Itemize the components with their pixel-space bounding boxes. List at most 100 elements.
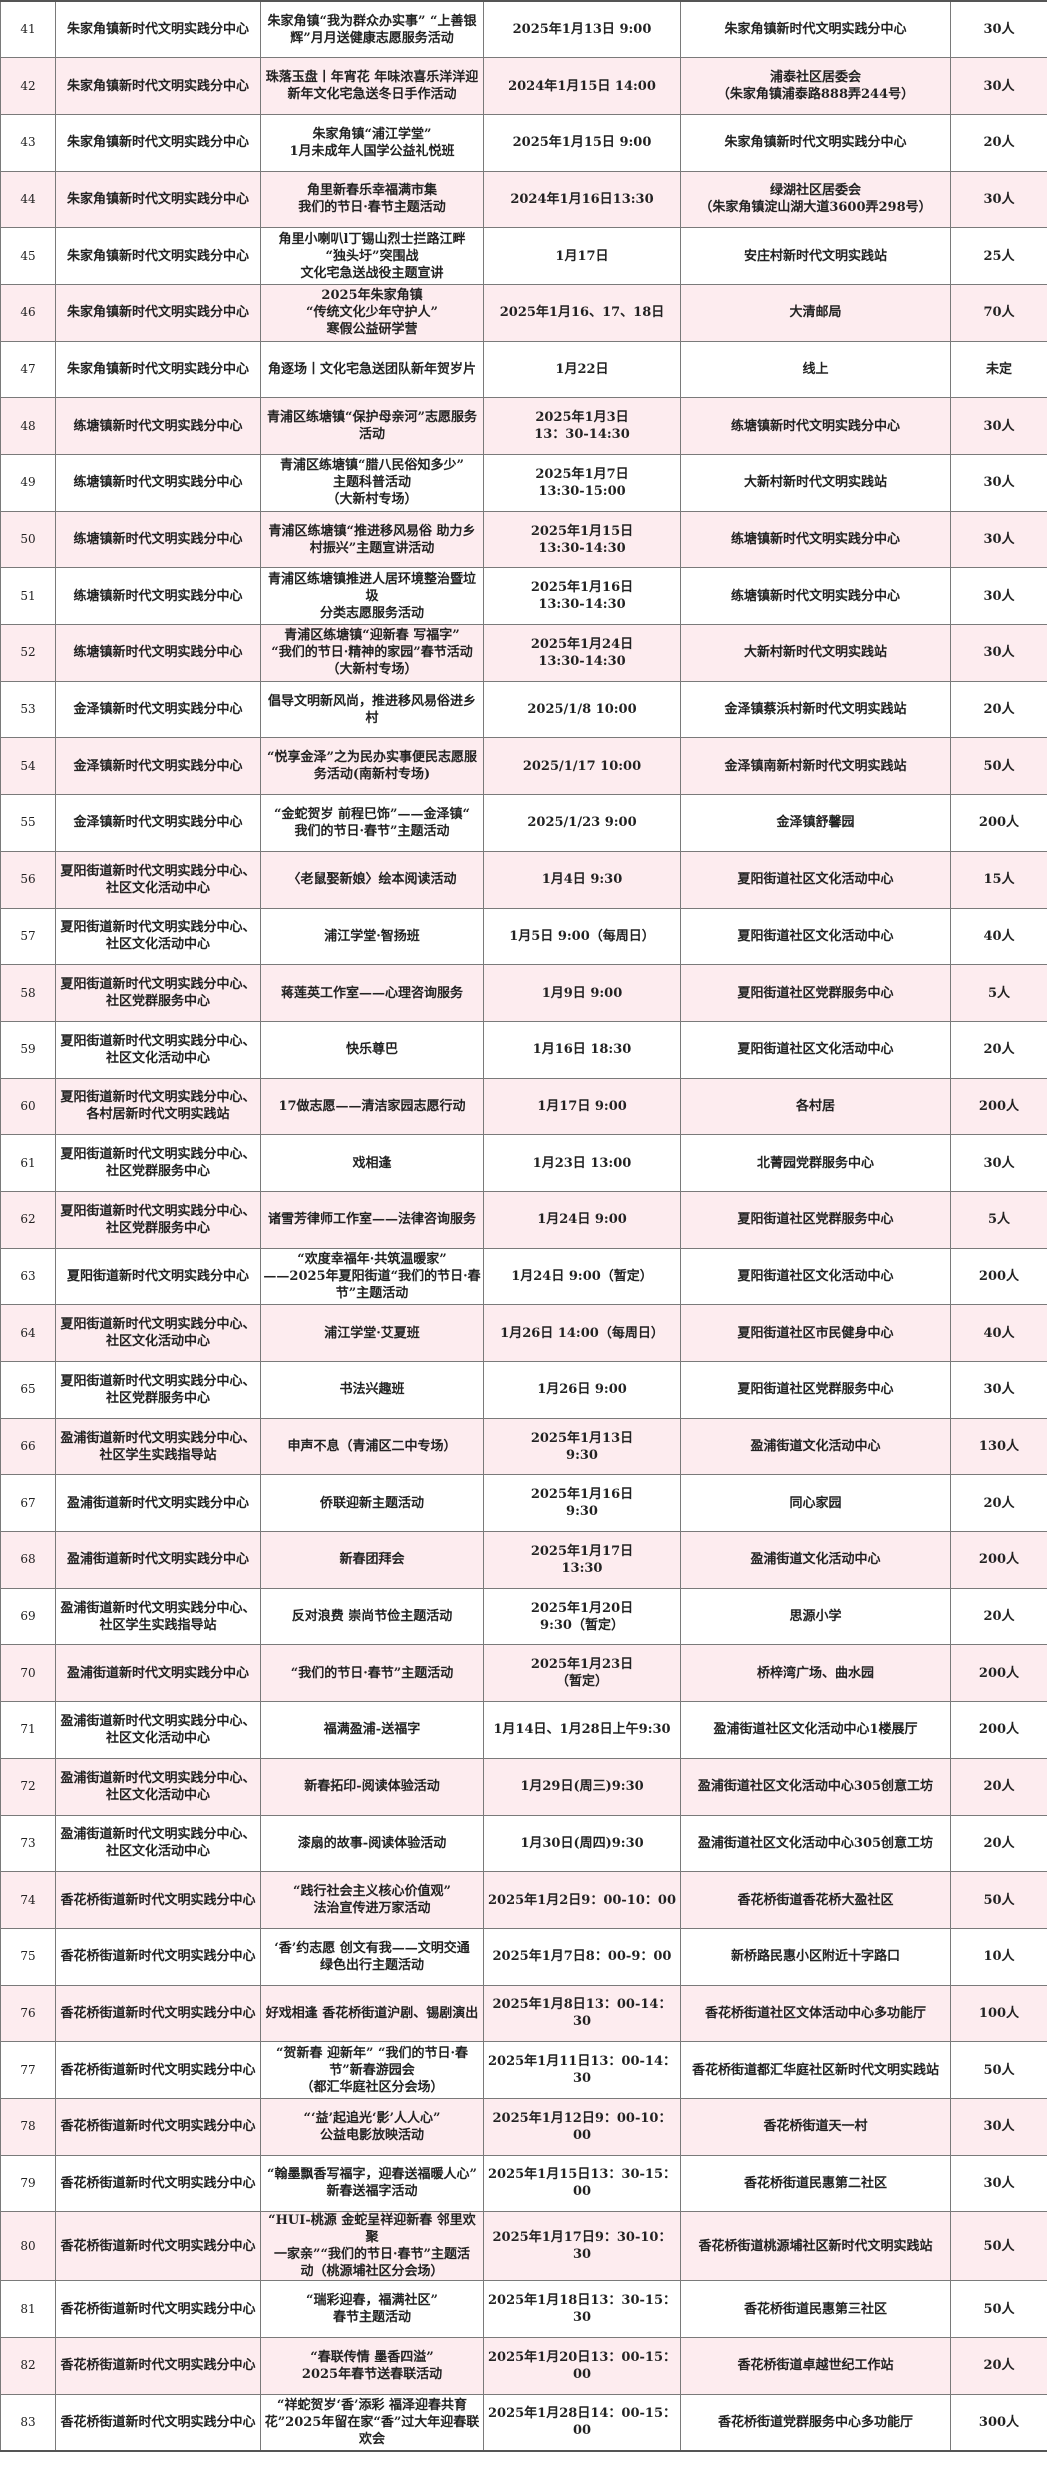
time-cell: 2025/1/17 10:00	[483, 737, 681, 796]
table-row: 67 盈浦街道新时代文明实践分中心 侨联迎新主题活动 2025年1月16日 9:30 同…	[0, 1474, 1047, 1533]
location-cell: 金泽镇舒馨园	[680, 794, 951, 852]
location-cell: 安庄村新时代文明实践站	[680, 227, 951, 285]
location-cell: 思源小学	[680, 1587, 951, 1646]
attendance-cell: 20人	[950, 1587, 1047, 1646]
activity-name-cell: 浦江学堂·艾夏班	[260, 1304, 484, 1362]
table-row: 47 朱家角镇新时代文明实践分中心 角逐场丨文化宅急送团队新年贺岁片 1月22日 线上未…	[0, 340, 1047, 399]
time-cell: 2025年1月15日 9:00	[483, 113, 681, 172]
organizer-cell: 香花桥街道新时代文明实践分中心	[55, 1984, 261, 2043]
location-cell: 夏阳街道社区文化活动中心	[680, 1247, 951, 1306]
activity-name-cell: 17做志愿——清洁家园志愿行动	[260, 1077, 484, 1136]
row-number: 49	[0, 454, 56, 512]
activity-name-cell: 〈老鼠娶新娘〉绘本阅读活动	[260, 850, 484, 909]
attendance-cell: 100人	[950, 1984, 1047, 2043]
organizer-cell: 练塘镇新时代文明实践分中心	[55, 397, 261, 455]
time-cell: 2025年1月20日13：00-15：00	[483, 2337, 681, 2395]
time-cell: 2025年1月12日9：00-10：00	[483, 2097, 681, 2156]
activity-name-cell: 珠落玉盘丨年宵花 年味浓喜乐洋洋迎 新年文化宅急送冬日手作活动	[260, 57, 484, 115]
organizer-cell: 香花桥街道新时代文明实践分中心	[55, 2097, 261, 2156]
location-cell: 香花桥街道天一村	[680, 2097, 951, 2156]
attendance-cell: 40人	[950, 907, 1047, 966]
location-cell: 香花桥街道香花桥大盈社区	[680, 1871, 951, 1929]
attendance-cell: 200人	[950, 1531, 1047, 1589]
table-row: 82 香花桥街道新时代文明实践分中心 “春联传情 墨香四溢” 2025年春节送春联活…	[0, 2337, 1047, 2395]
location-cell: 香花桥街道民惠第二社区	[680, 2154, 951, 2213]
organizer-cell: 金泽镇新时代文明实践分中心	[55, 737, 261, 796]
organizer-cell: 朱家角镇新时代文明实践分中心	[55, 227, 261, 285]
time-cell: 1月30日(周四)9:30	[483, 1814, 681, 1873]
row-number: 60	[0, 1077, 56, 1136]
location-cell: 夏阳街道社区党群服务中心	[680, 964, 951, 1022]
location-cell: 大新村新时代文明实践站	[680, 624, 951, 682]
table-row: 49 练塘镇新时代文明实践分中心 青浦区练塘镇“腊八民俗知多少” 主题科普活动 （大…	[0, 454, 1047, 512]
location-cell: 盈浦街道社区文化活动中心305创意工坊	[680, 1757, 951, 1816]
table-row: 63 夏阳街道新时代文明实践分中心 “欢度幸福年·共筑温暖家” ——2025年夏阳街…	[0, 1247, 1047, 1306]
table-row: 80 香花桥街道新时代文明实践分中心 “HUI-桃源 金蛇呈祥迎新春 邻里欢聚 一家…	[0, 2211, 1047, 2282]
organizer-cell: 盈浦街道新时代文明实践分中心	[55, 1531, 261, 1589]
organizer-cell: 朱家角镇新时代文明实践分中心	[55, 170, 261, 229]
table-row: 70 盈浦街道新时代文明实践分中心 “我们的节日·春节”主题活动 2025年1月23日…	[0, 1644, 1047, 1703]
organizer-cell: 香花桥街道新时代文明实践分中心	[55, 2154, 261, 2213]
activity-name-cell: 申声不息（青浦区二中专场）	[260, 1417, 484, 1476]
location-cell: 盈浦街道文化活动中心	[680, 1531, 951, 1589]
attendance-cell: 30人	[950, 1134, 1047, 1192]
table-row: 53 金泽镇新时代文明实践分中心 倡导文明新风尚，推进移风易俗进乡村 2025/1/8…	[0, 680, 1047, 739]
activity-name-cell: 新春团拜会	[260, 1531, 484, 1589]
location-cell: 夏阳街道社区文化活动中心	[680, 1020, 951, 1079]
time-cell: 2025年1月28日14：00-15：00	[483, 2393, 681, 2452]
location-cell: 金泽镇蔡浜村新时代文明实践站	[680, 680, 951, 739]
table-row: 61 夏阳街道新时代文明实践分中心、 社区党群服务中心 戏相逢 1月23日 13:00…	[0, 1134, 1047, 1192]
attendance-cell: 50人	[950, 2280, 1047, 2338]
table-row: 75 香花桥街道新时代文明实践分中心 ‘香’约志愿 创文有我——文明交通 绿色出行主…	[0, 1927, 1047, 1986]
time-cell: 1月23日 13:00	[483, 1134, 681, 1192]
attendance-cell: 200人	[950, 1701, 1047, 1759]
row-number: 55	[0, 794, 56, 852]
location-cell: 练塘镇新时代文明实践分中心	[680, 397, 951, 455]
organizer-cell: 香花桥街道新时代文明实践分中心	[55, 2211, 261, 2282]
organizer-cell: 练塘镇新时代文明实践分中心	[55, 624, 261, 682]
organizer-cell: 香花桥街道新时代文明实践分中心	[55, 2337, 261, 2395]
table-row: 59 夏阳街道新时代文明实践分中心、 社区文化活动中心 快乐尊巴 1月16日 18:3…	[0, 1020, 1047, 1079]
activity-name-cell: “贺新春 迎新年” “我们的节日·春 节”新春游园会 （都汇华庭社区分会场）	[260, 2041, 484, 2099]
activity-name-cell: “践行社会主义核心价值观” 法治宣传进万家活动	[260, 1871, 484, 1929]
location-cell: 香花桥街道都汇华庭社区新时代文明实践站	[680, 2041, 951, 2099]
attendance-cell: 20人	[950, 113, 1047, 172]
location-cell: 练塘镇新时代文明实践分中心	[680, 510, 951, 569]
table-row: 74 香花桥街道新时代文明实践分中心 “践行社会主义核心价值观” 法治宣传进万家活动…	[0, 1871, 1047, 1929]
attendance-cell: 30人	[950, 57, 1047, 115]
activity-name-cell: “HUI-桃源 金蛇呈祥迎新春 邻里欢聚 一家亲”“我们的节日·春节”主题活 动…	[260, 2211, 484, 2282]
table-row: 54 金泽镇新时代文明实践分中心 “悦享金泽”之为民办实事便民志愿服 务活动(南新村…	[0, 737, 1047, 796]
organizer-cell: 香花桥街道新时代文明实践分中心	[55, 2393, 261, 2452]
organizer-cell: 夏阳街道新时代文明实践分中心、 社区党群服务中心	[55, 1134, 261, 1192]
time-cell: 1月17日	[483, 227, 681, 285]
table-row: 65 夏阳街道新时代文明实践分中心、 社区党群服务中心 书法兴趣班 1月26日 9:0…	[0, 1361, 1047, 1419]
table-row: 51 练塘镇新时代文明实践分中心 青浦区练塘镇推进人居环境整治暨垃圾 分类志愿服务活…	[0, 567, 1047, 626]
activity-name-cell: 快乐尊巴	[260, 1020, 484, 1079]
activity-name-cell: 诸雪芳律师工作室——法律咨询服务	[260, 1190, 484, 1249]
attendance-cell: 5人	[950, 1190, 1047, 1249]
time-cell: 2025年1月20日 9:30（暂定）	[483, 1587, 681, 1646]
activity-name-cell: 倡导文明新风尚，推进移风易俗进乡村	[260, 680, 484, 739]
organizer-cell: 夏阳街道新时代文明实践分中心	[55, 1247, 261, 1306]
time-cell: 1月5日 9:00（每周日）	[483, 907, 681, 966]
attendance-cell: 30人	[950, 510, 1047, 569]
activity-name-cell: 侨联迎新主题活动	[260, 1474, 484, 1533]
attendance-cell: 30人	[950, 397, 1047, 455]
row-number: 59	[0, 1020, 56, 1079]
table-row: 73 盈浦街道新时代文明实践分中心、 社区文化活动中心 漆扇的故事-阅读体验活动 1月…	[0, 1814, 1047, 1873]
organizer-cell: 朱家角镇新时代文明实践分中心	[55, 0, 261, 59]
location-cell: 新桥路民惠小区附近十字路口	[680, 1927, 951, 1986]
table-row: 79 香花桥街道新时代文明实践分中心 “翰墨飘香写福字，迎春送福暖人心” 新春送福字…	[0, 2154, 1047, 2213]
table-row: 42 朱家角镇新时代文明实践分中心 珠落玉盘丨年宵花 年味浓喜乐洋洋迎 新年文化宅急…	[0, 57, 1047, 115]
attendance-cell: 20人	[950, 1474, 1047, 1533]
time-cell: 1月24日 9:00	[483, 1190, 681, 1249]
activity-name-cell: 角里小喇叭l丁锡山烈士拦路江畔 “独头圩”突围战 文化宅急送战役主题宣讲	[260, 227, 484, 285]
organizer-cell: 盈浦街道新时代文明实践分中心	[55, 1474, 261, 1533]
time-cell: 2025年1月17日 13:30	[483, 1531, 681, 1589]
time-cell: 2025年1月11日13：00-14：30	[483, 2041, 681, 2099]
row-number: 50	[0, 510, 56, 569]
row-number: 45	[0, 227, 56, 285]
organizer-cell: 朱家角镇新时代文明实践分中心	[55, 340, 261, 399]
row-number: 80	[0, 2211, 56, 2282]
